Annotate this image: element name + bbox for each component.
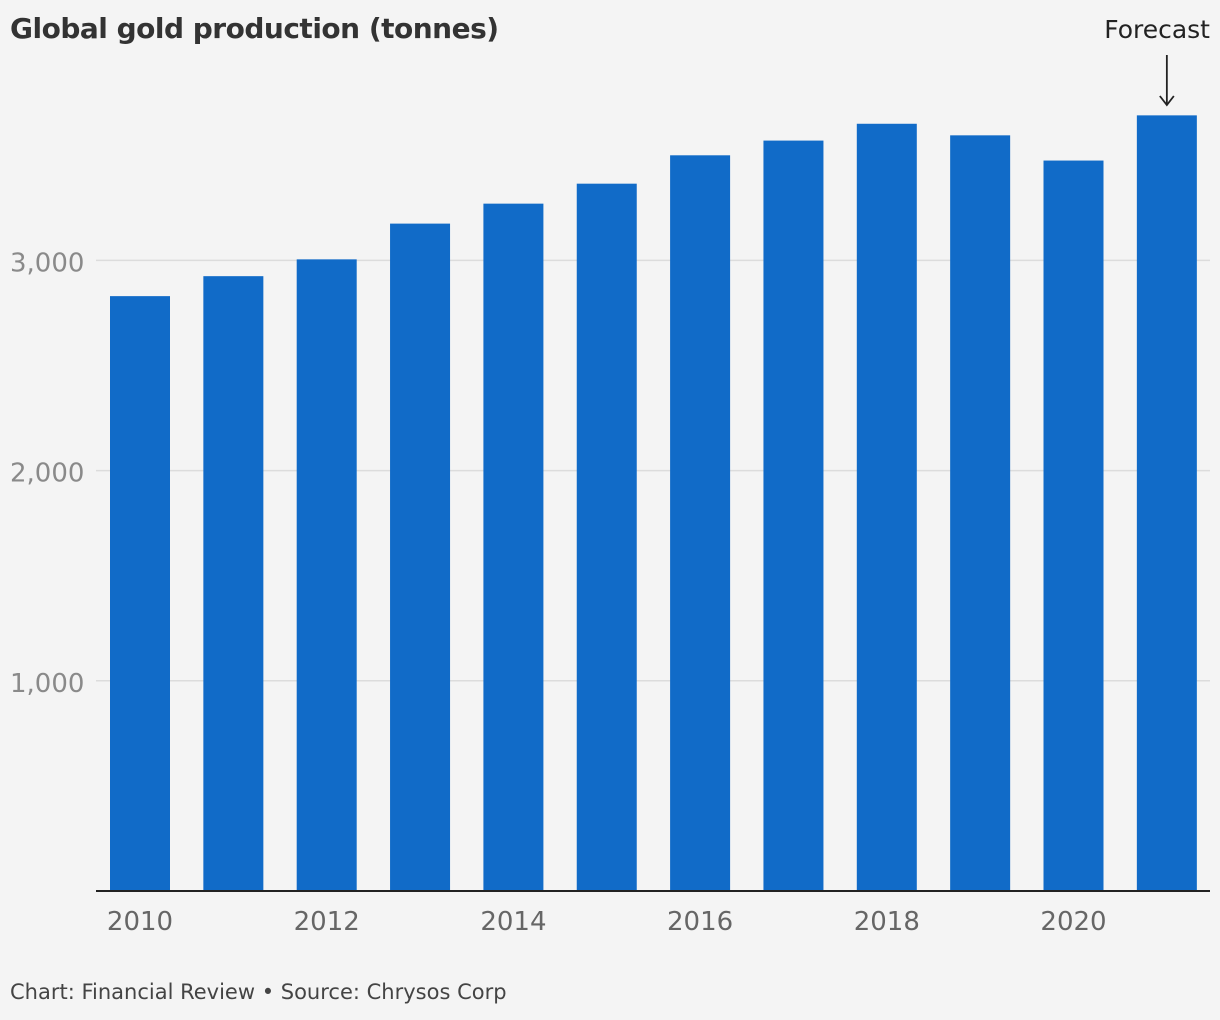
y-tick-label: 1,000: [10, 669, 84, 699]
bar-2013: [390, 223, 451, 892]
bar-2019: [950, 135, 1011, 891]
bar-2015: [576, 183, 637, 891]
bar-2012: [296, 259, 357, 891]
chart-source-footer: Chart: Financial Review • Source: Chryso…: [10, 980, 507, 1004]
bar-2016: [670, 155, 731, 892]
x-tick-label: 2020: [1040, 907, 1106, 937]
x-tick-labels: 2010 2012 2014 2016 2018 2020: [107, 907, 1107, 937]
y-tick-labels: 1,000 2,000 3,000: [10, 248, 84, 698]
forecast-label: Forecast: [1104, 15, 1210, 44]
x-tick-label: 2016: [667, 907, 733, 937]
bar-2021: [1136, 115, 1197, 891]
y-tick-label: 3,000: [10, 248, 84, 278]
x-tick-label: 2014: [480, 907, 546, 937]
bar-chart: 1,000 2,000 3,000 2010 2012 2014 2016 2018 2020…: [10, 15, 1210, 937]
x-tick-label: 2012: [294, 907, 360, 937]
gridlines: [96, 259, 1210, 682]
bar-2011: [203, 276, 264, 891]
chart-title: Global gold production (tonnes): [10, 12, 499, 45]
bars: [110, 115, 1197, 892]
forecast-annotation: Forecast: [1104, 15, 1210, 107]
down-arrow-icon: [1159, 95, 1175, 107]
bar-2010: [110, 296, 170, 891]
y-tick-label: 2,000: [10, 459, 84, 489]
bar-2014: [483, 203, 544, 891]
bar-2017: [763, 140, 824, 891]
bar-2018: [856, 123, 917, 891]
bar-2020: [1043, 160, 1104, 891]
x-tick-label: 2010: [107, 907, 173, 937]
x-tick-label: 2018: [854, 907, 920, 937]
